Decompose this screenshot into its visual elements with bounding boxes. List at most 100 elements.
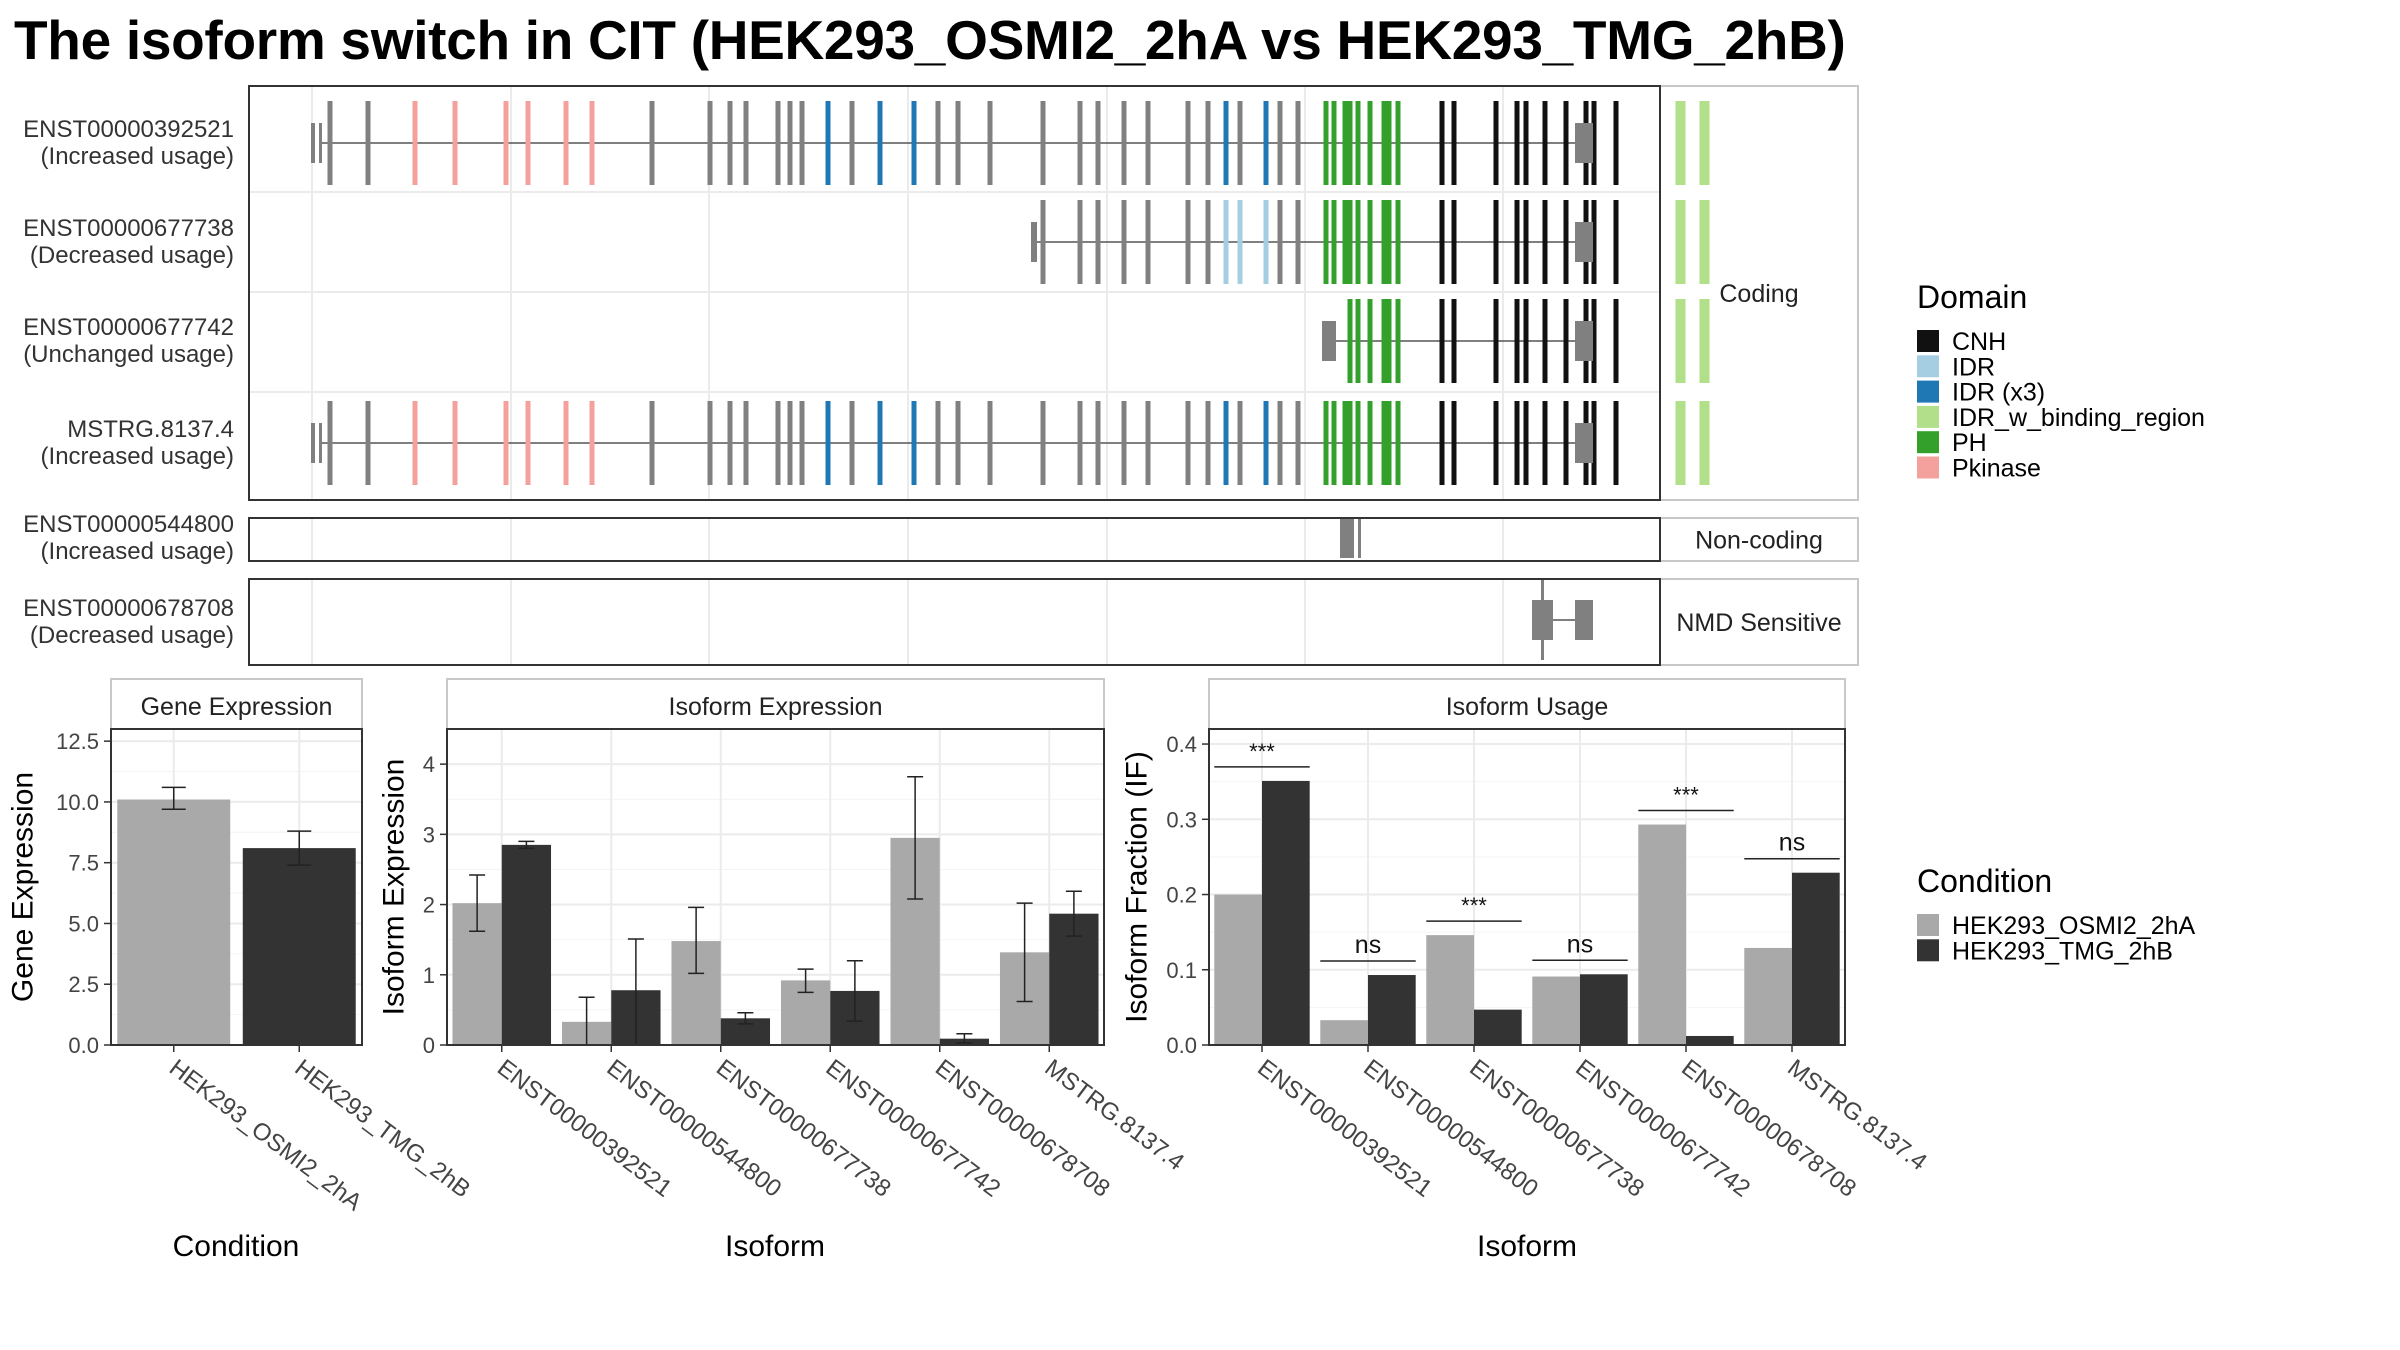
exon: [1395, 200, 1401, 284]
exon: [525, 101, 531, 185]
exon: [775, 101, 781, 185]
exon: [1347, 200, 1353, 284]
exon: [1514, 299, 1520, 383]
y-axis-title: Gene Expression: [7, 772, 40, 1002]
domain-legend-label: IDR: [1952, 353, 1995, 381]
significance-label: ***: [1461, 893, 1487, 918]
significance-label: ***: [1249, 739, 1275, 764]
isoform-id-label: ENST00000392521: [23, 116, 234, 143]
exon: [1493, 101, 1499, 185]
exon: [1355, 401, 1361, 485]
exon: [1121, 401, 1127, 485]
exon: [707, 401, 713, 485]
exon: [1680, 200, 1686, 284]
condition-legend-label: HEK293_TMG_2hB: [1952, 937, 2173, 965]
exon: [1704, 200, 1710, 284]
domain-legend-key: [1917, 330, 1939, 352]
bar: [1792, 872, 1840, 1045]
isoform-usage-label: (Increased usage): [41, 443, 234, 470]
exon: [1263, 401, 1269, 485]
chart-title: Isoform Usage: [1446, 693, 1609, 721]
domain-legend-label: IDR_w_binding_region: [1952, 404, 2205, 432]
y-tick-label: 5.0: [68, 911, 99, 936]
exon: [1205, 200, 1211, 284]
exon: [1493, 401, 1499, 485]
first-exon: [319, 423, 322, 463]
exon: [1613, 200, 1619, 284]
exon: [1386, 401, 1392, 485]
bar: [1214, 894, 1262, 1045]
y-tick-label: 0.0: [68, 1033, 99, 1058]
structure-panel-bg: [249, 518, 1660, 561]
exon: [1323, 101, 1329, 185]
exon: [1237, 101, 1243, 185]
exon: [1095, 101, 1101, 185]
exon: [327, 401, 333, 485]
exon: [1263, 101, 1269, 185]
x-tick-label: ENST00000544800: [1358, 1054, 1543, 1202]
facet-strip: [110, 678, 363, 730]
x-tick-label: ENST00000544800: [602, 1054, 787, 1202]
nmd-exon: [1541, 580, 1544, 660]
exon: [1704, 401, 1710, 485]
exon: [1493, 299, 1499, 383]
exon: [1699, 299, 1705, 383]
exon: [775, 401, 781, 485]
exon: [1704, 299, 1710, 383]
exon: [649, 401, 655, 485]
exon: [1523, 401, 1529, 485]
exon: [1323, 401, 1329, 485]
exon: [877, 401, 883, 485]
exon: [1347, 401, 1353, 485]
exon: [1542, 401, 1548, 485]
condition-legend-key: [1917, 939, 1939, 962]
last-exon: [1575, 321, 1593, 361]
exon: [1145, 101, 1151, 185]
y-tick-label: 12.5: [56, 729, 99, 754]
exon: [1185, 401, 1191, 485]
y-tick-label: 7.5: [68, 851, 99, 876]
isoform-usage-label: (Decreased usage): [30, 622, 234, 649]
y-tick-label: 0.0: [1166, 1033, 1197, 1058]
domain-legend-key: [1917, 456, 1939, 479]
exon: [1347, 299, 1353, 383]
exon: [1237, 200, 1243, 284]
exon: [1331, 200, 1337, 284]
exon: [1451, 401, 1457, 485]
exon: [849, 101, 855, 185]
exon: [911, 401, 917, 485]
exon: [987, 401, 993, 485]
isoform-id-label: ENST00000677738: [23, 215, 234, 242]
exon: [1591, 101, 1597, 185]
domain-legend-label: CNH: [1952, 328, 2006, 356]
exon: [1386, 101, 1392, 185]
exon: [365, 401, 371, 485]
exon: [1395, 299, 1401, 383]
facet-strip: [1208, 678, 1846, 730]
structure-panel-bg: [249, 579, 1660, 665]
exon: [1493, 200, 1499, 284]
exon: [1613, 101, 1619, 185]
exon: [1591, 401, 1597, 485]
bar: [1262, 780, 1310, 1045]
exon: [1439, 101, 1445, 185]
significance-label: ns: [1567, 930, 1593, 958]
exon: [1223, 200, 1229, 284]
isoform-usage-label: (Unchanged usage): [23, 341, 234, 368]
y-tick-label: 1: [423, 963, 435, 988]
exon: [1523, 200, 1529, 284]
exon: [525, 401, 531, 485]
exon: [987, 101, 993, 185]
exon: [1675, 200, 1681, 284]
exon: [787, 401, 793, 485]
exon: [1395, 101, 1401, 185]
y-tick-label: 2: [423, 893, 435, 918]
exon: [1040, 401, 1046, 485]
condition-legend-key: [1917, 914, 1939, 936]
exon: [1077, 101, 1083, 185]
exon: [1342, 101, 1348, 185]
x-tick-label: ENST00000392521: [1252, 1054, 1437, 1202]
figure-title: The isoform switch in CIT (HEK293_OSMI2_…: [14, 9, 1846, 71]
exon: [1185, 200, 1191, 284]
x-tick-label: ENST00000677742: [821, 1054, 1006, 1202]
